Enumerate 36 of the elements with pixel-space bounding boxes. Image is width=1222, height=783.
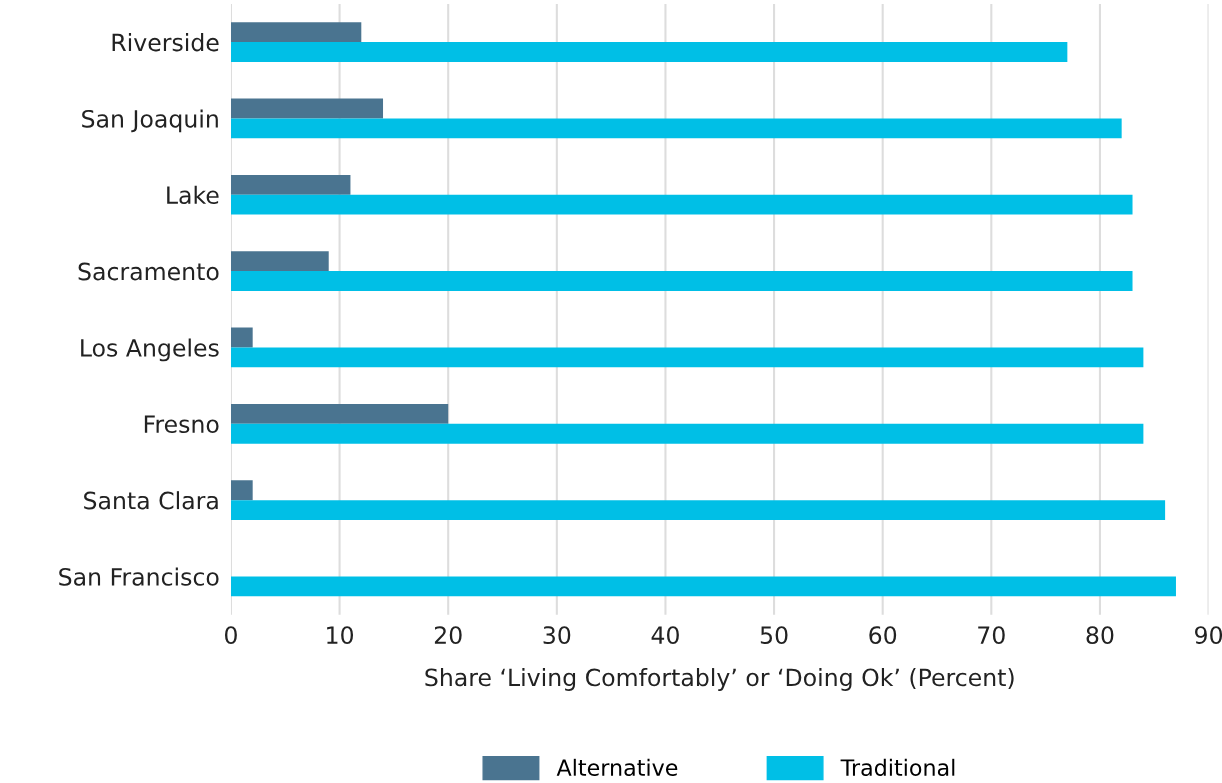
y-tick-label: Santa Clara xyxy=(84,491,218,510)
bar xyxy=(230,480,253,501)
legend-label: Traditional xyxy=(840,758,955,777)
bar xyxy=(230,194,1133,215)
y-tick-label: Riverside xyxy=(112,33,219,52)
x-tick-label: 60 xyxy=(869,626,897,645)
y-tick-label: San Francisco xyxy=(59,567,219,586)
bar xyxy=(230,576,1176,597)
x-tick-label: 20 xyxy=(434,626,462,645)
x-tick-label: 10 xyxy=(327,626,354,645)
y-tick-label: Fresno xyxy=(144,415,219,434)
y-tick-label: Lake xyxy=(167,185,219,205)
x-tick-label: 80 xyxy=(1086,626,1114,645)
bar xyxy=(230,500,1166,520)
bar xyxy=(230,347,1144,368)
bar xyxy=(230,271,1133,291)
x-tick-label: 70 xyxy=(978,626,1005,645)
x-axis-title: Share ‘Living Comfortably’ or ‘Doing Ok’ (Percent) xyxy=(425,668,1014,691)
x-tick-label: 40 xyxy=(651,626,679,645)
y-tick-label: San Joaquin xyxy=(82,109,218,133)
bar xyxy=(230,327,253,348)
y-tick-label: Sacramento xyxy=(78,262,219,281)
x-tick-label: 50 xyxy=(760,626,788,645)
bar xyxy=(230,174,351,195)
bar xyxy=(230,42,1068,62)
y-tick-label: Los Angeles xyxy=(81,338,219,362)
x-tick-label: 30 xyxy=(543,626,571,645)
bar xyxy=(230,22,362,43)
bar xyxy=(230,251,329,272)
x-tick-label: 0 xyxy=(225,626,237,645)
bar xyxy=(230,423,1144,444)
bar xyxy=(230,98,384,119)
bar xyxy=(230,118,1122,139)
x-tick-label: 90 xyxy=(1195,626,1222,645)
bar xyxy=(230,403,449,424)
legend-label: Alternative xyxy=(556,758,678,777)
